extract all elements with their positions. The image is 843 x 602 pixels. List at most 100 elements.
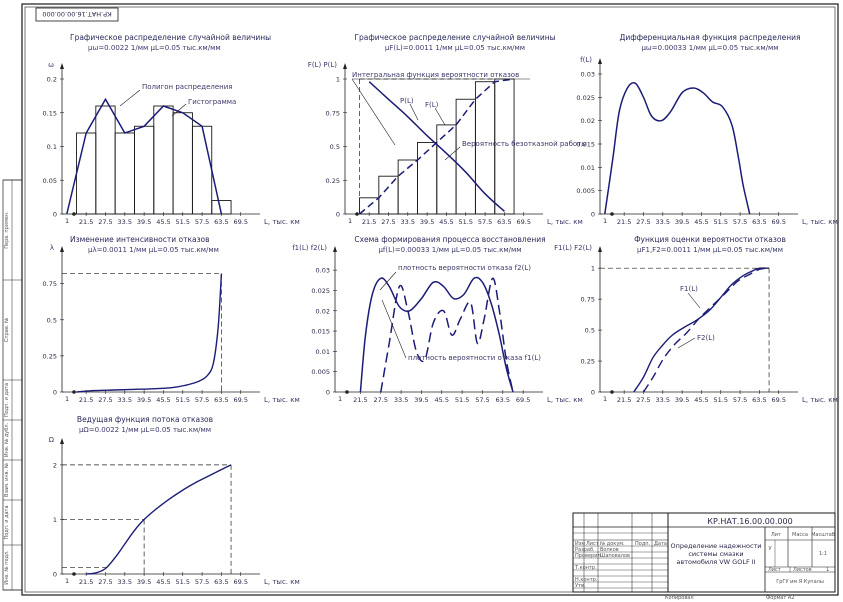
- cdf-xlabel: L, тыс. км: [547, 218, 583, 226]
- hazard-xtick-label: 63.5: [214, 396, 228, 404]
- lead-xlabel: L, тыс. км: [264, 578, 300, 586]
- cdf-xtick-label: 21.5: [362, 218, 376, 226]
- hazard-origin-marker: [72, 390, 76, 394]
- hist-annotation-histogram: Гистограмма: [188, 98, 236, 106]
- hazard-xtick-label: 45.5: [156, 396, 170, 404]
- hist-annotation-histogram-leader: [171, 103, 187, 117]
- hazard-title: Изменение интенсивности отказов: [70, 235, 210, 244]
- histogram-bar: [153, 105, 174, 215]
- mass-head: Масса: [792, 532, 808, 538]
- name-1: Волков: [600, 547, 619, 553]
- estimate-annotation-F2-leader: [677, 337, 696, 349]
- scale-value: 1:1: [819, 551, 827, 557]
- hist-xtick-label: 39.5: [137, 218, 151, 226]
- row-list: Лист: [586, 541, 599, 547]
- side-stamp-label: Инв. № подл.: [4, 550, 10, 585]
- lead-xtick-label: 33.5: [118, 578, 132, 586]
- row-razrab: Разраб.: [575, 547, 595, 553]
- pdf-ytick-label: 0.02: [581, 117, 595, 125]
- cdf-annotation-F: F(L): [425, 101, 439, 109]
- chart-cdf: Графическое распределение случайной вели…: [308, 33, 587, 226]
- scheme-annotation-f1: плотность вероятности отказа f1(L): [408, 354, 541, 362]
- estimate-xtick-label: 21.5: [617, 396, 631, 404]
- row-utv: Утв.: [575, 583, 586, 589]
- estimate-origin-marker: [610, 390, 614, 394]
- estimate-annotation-F2: F2(L): [697, 334, 715, 342]
- liter-head: Лит: [771, 532, 781, 538]
- scheme-ytick-label: 0.01: [316, 348, 330, 356]
- hist-ylabel: ω: [48, 61, 54, 69]
- side-stamp: Перв. примен. Справ. № Подп. и дата Инв. № …: [2, 179, 23, 591]
- estimate-ylabel: F1(L) F2(L): [554, 244, 592, 252]
- hist-ytick-label: 0: [53, 211, 57, 219]
- scheme-line-f1: [359, 276, 514, 393]
- hist-y-arrow: [60, 63, 64, 69]
- scheme-xtick-label: 69.5: [516, 396, 530, 404]
- name-2: Шаповалов: [600, 553, 630, 559]
- scheme-line-f2: [380, 277, 514, 393]
- lead-ytick-label: 0: [53, 571, 57, 579]
- estimate-xlabel: L, тыс. км: [802, 396, 838, 404]
- side-stamp-label: Инв. № дубл.: [4, 422, 10, 457]
- estimate-annotation-F1: F1(L): [680, 285, 698, 293]
- chart-estimate: Функция оценки вероятности отказов μF1,F2…: [554, 235, 838, 404]
- scheme-xtick-label: 51.5: [455, 396, 469, 404]
- sheet-frame: [21, 3, 839, 596]
- scheme-xtick-label: 57.5: [475, 396, 489, 404]
- format-label: Формат А2: [766, 595, 794, 601]
- scheme-ytick-label: 0.005: [311, 368, 330, 376]
- row-tkontr: Т.контр.: [574, 565, 597, 571]
- row-date: Дата: [654, 541, 667, 547]
- scheme-ytick-label: 0.015: [311, 328, 330, 336]
- hazard-xtick-label: 33.5: [118, 396, 132, 404]
- estimate-xtick-label: 45.5: [694, 396, 708, 404]
- lead-xtick-label: 63.5: [214, 578, 228, 586]
- pdf-ylabel: f(L): [580, 56, 592, 64]
- organization: ГрГУ им Я Купалы: [776, 579, 824, 585]
- cdf-xtick-label: 45.5: [439, 218, 453, 226]
- hazard-ytick-label: 0: [53, 389, 57, 397]
- cdf-xtick-label: 51.5: [459, 218, 473, 226]
- title-line-1: Определение надежности: [670, 542, 761, 550]
- pdf-scale-note: μω=0.00033 1/мм μL=0.05 тыс.км/мм: [641, 44, 778, 52]
- cdf-line-P: [368, 81, 505, 212]
- chart-lead: Ведущая функция потока отказов μΩ=0.0022 …: [49, 415, 300, 586]
- lead-xtick-label: 51.5: [176, 578, 190, 586]
- cdf-bar: [417, 141, 438, 215]
- estimate-ytick-label: 0.25: [581, 358, 595, 366]
- estimate-xtick-label: 51.5: [714, 396, 728, 404]
- estimate-annotation-F1-leader: [687, 292, 701, 309]
- estimate-ytick-label: 0.5: [585, 327, 595, 335]
- scheme-origin-marker: [345, 390, 349, 394]
- sheet-label: Лист: [768, 567, 781, 573]
- estimate-y-arrow: [598, 246, 602, 252]
- hist-annotation-polygon-leader: [119, 89, 141, 107]
- estimate-line-F2: [642, 267, 770, 393]
- hazard-xtick-label: 21.5: [79, 396, 93, 404]
- side-stamp-label: Справ. №: [4, 317, 10, 342]
- pdf-xtick-label: 69.5: [771, 218, 785, 226]
- side-stamp-label: Взам. инв. №: [4, 462, 10, 497]
- histogram-bar: [172, 112, 193, 215]
- hist-annotation-polygon: Полигон распределения: [142, 83, 233, 91]
- pdf-y-arrow: [598, 58, 602, 64]
- chart-histogram: Графическое распределение случайной вели…: [43, 33, 300, 226]
- lead-ytick-label: 2: [53, 461, 57, 469]
- lead-origin-marker: [72, 572, 76, 576]
- pdf-xtick-label: 45.5: [694, 218, 708, 226]
- pdf-line: [604, 81, 751, 215]
- letter-u: У: [768, 546, 771, 552]
- scheme-xlabel: L, тыс. км: [547, 396, 583, 404]
- row-nkontr: Н.контр.: [575, 577, 598, 583]
- title-line-2: системы смазки: [688, 550, 743, 558]
- hazard-line: [76, 273, 223, 393]
- lead-title: Ведущая функция потока отказов: [77, 415, 213, 424]
- histogram-bar: [191, 125, 213, 215]
- scheme-annotation-f2-leader: [379, 271, 397, 291]
- lead-xtick-label: 69.5: [233, 578, 247, 586]
- row-izm: Изм: [575, 541, 585, 547]
- row-doc: № докум.: [600, 541, 625, 547]
- title-code: КР.НАТ.16.00.00.000: [707, 517, 792, 526]
- row-prov: Проверил: [575, 553, 601, 559]
